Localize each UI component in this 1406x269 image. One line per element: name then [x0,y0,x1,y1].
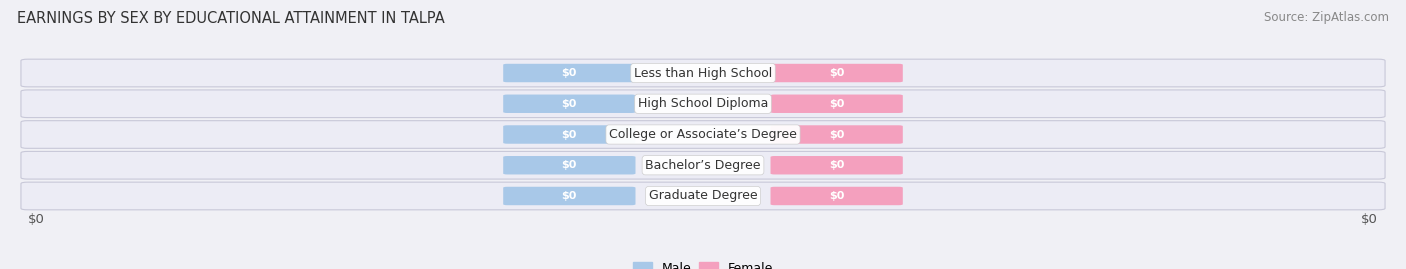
FancyBboxPatch shape [21,121,1385,148]
Text: College or Associate’s Degree: College or Associate’s Degree [609,128,797,141]
Text: Bachelor’s Degree: Bachelor’s Degree [645,159,761,172]
FancyBboxPatch shape [503,187,636,205]
Text: $0: $0 [830,99,845,109]
Text: $0: $0 [28,213,45,225]
FancyBboxPatch shape [503,156,636,175]
Text: $0: $0 [830,68,845,78]
FancyBboxPatch shape [770,187,903,205]
FancyBboxPatch shape [770,94,903,113]
Text: $0: $0 [561,68,576,78]
Text: High School Diploma: High School Diploma [638,97,768,110]
FancyBboxPatch shape [770,64,903,82]
FancyBboxPatch shape [770,125,903,144]
FancyBboxPatch shape [503,125,636,144]
Text: $0: $0 [561,99,576,109]
FancyBboxPatch shape [21,90,1385,118]
Text: Source: ZipAtlas.com: Source: ZipAtlas.com [1264,11,1389,24]
Text: $0: $0 [561,191,576,201]
FancyBboxPatch shape [21,151,1385,179]
FancyBboxPatch shape [770,156,903,175]
Text: $0: $0 [830,129,845,140]
Text: $0: $0 [830,191,845,201]
Text: $0: $0 [1361,213,1378,225]
Legend: Male, Female: Male, Female [628,257,778,269]
FancyBboxPatch shape [503,94,636,113]
FancyBboxPatch shape [21,59,1385,87]
Text: $0: $0 [561,129,576,140]
Text: Graduate Degree: Graduate Degree [648,189,758,203]
FancyBboxPatch shape [503,64,636,82]
Text: $0: $0 [830,160,845,170]
FancyBboxPatch shape [21,182,1385,210]
Text: Less than High School: Less than High School [634,66,772,80]
Text: EARNINGS BY SEX BY EDUCATIONAL ATTAINMENT IN TALPA: EARNINGS BY SEX BY EDUCATIONAL ATTAINMEN… [17,11,444,26]
Text: $0: $0 [561,160,576,170]
